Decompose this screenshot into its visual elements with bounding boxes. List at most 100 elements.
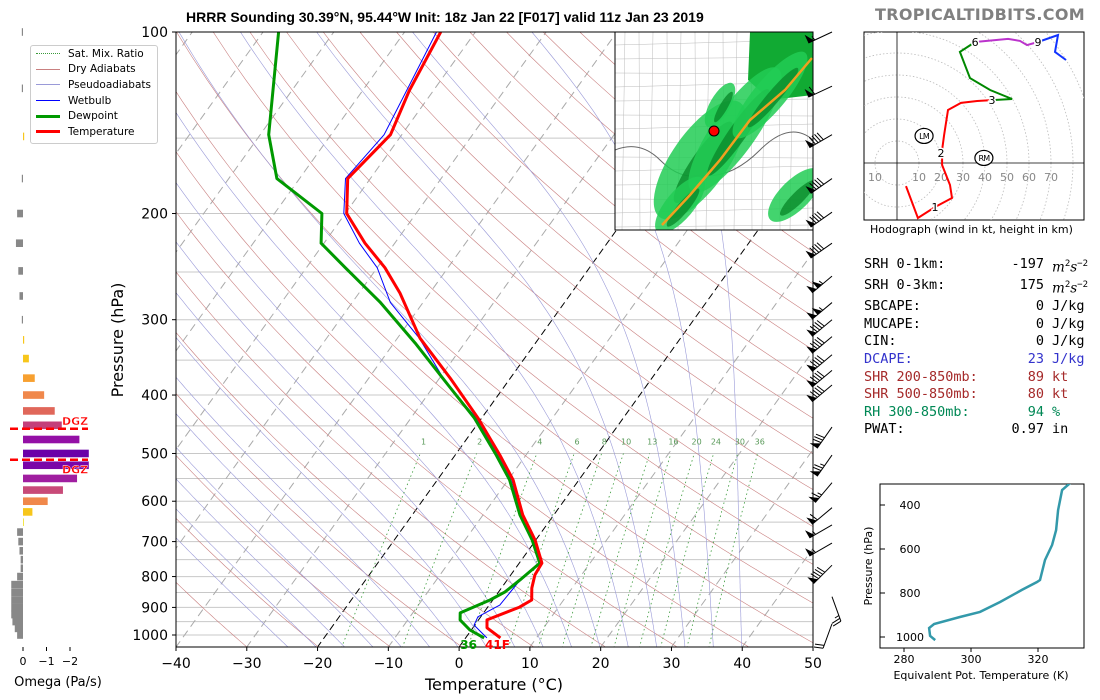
- stat-label: SHR 200-850mb:: [864, 368, 978, 385]
- dry-adiabat: [359, 32, 813, 419]
- wind-barb-full: [812, 359, 821, 366]
- skewt-axes: 1 2 4 6 8 10 13 16 20 24 30 36−40 −30 −20 −10 0 10 20 30 40…: [108, 25, 822, 694]
- dry-adiabat: [176, 211, 678, 647]
- y-tick-label: 600: [141, 494, 168, 510]
- stat-row: SHR 200-850mb: 89 kt: [864, 369, 1088, 387]
- hodograph-height-label: 3: [989, 94, 996, 107]
- omega-bar: [23, 461, 89, 470]
- stat-value: 0: [1035, 333, 1044, 350]
- omega-bar: [23, 474, 78, 483]
- stat-value: 0: [1035, 315, 1044, 332]
- legend-item: Dry Adiabats: [31, 62, 157, 78]
- map-county-line: [649, 32, 654, 230]
- omega-bar: [17, 528, 23, 536]
- omega-bar: [14, 624, 23, 633]
- omega-bar: [17, 631, 23, 639]
- storm-motion-label: LM: [919, 132, 930, 141]
- stat-unit: J/kg: [1052, 350, 1085, 367]
- legend-line-sample: [36, 130, 60, 134]
- theta-e-y-axis-label: Pressure (hPa): [862, 527, 875, 606]
- x-tick-label: 50: [804, 656, 822, 672]
- mixing-ratio-line: [538, 453, 602, 647]
- dry-adiabat: [176, 393, 463, 647]
- wind-barb-half: [811, 36, 816, 41]
- omega-axis-label: Omega (Pa/s): [14, 675, 102, 690]
- isotherm: [176, 32, 547, 550]
- pseudoadiabat: [531, 32, 714, 647]
- stat-label: PWAT:: [864, 421, 905, 438]
- omega-bar: [23, 486, 63, 494]
- stat-unit: J/kg: [1052, 315, 1085, 332]
- dry-adiabat: [176, 581, 248, 647]
- wind-barb-full: [816, 355, 825, 362]
- omega-bar: [23, 518, 24, 526]
- theta-e-x-tick-label: 280: [894, 653, 915, 666]
- omega-bar: [23, 435, 80, 444]
- x-tick-label: 0: [455, 656, 464, 672]
- mixing-ratio-line: [613, 453, 672, 647]
- dry-adiabat: [249, 32, 813, 527]
- pseudoadiabat: [176, 508, 317, 647]
- pseudoadiabat: [176, 241, 516, 647]
- omega-bar: [23, 421, 62, 430]
- wind-barb: [805, 242, 833, 259]
- wind-barb-full: [809, 325, 818, 333]
- pseudoadiabat: [176, 413, 402, 647]
- stat-row: SRH 0-3km: 175 m2s−2: [864, 277, 1088, 298]
- wind-barb-full: [814, 643, 825, 646]
- mixing-ratio-line: [708, 453, 758, 647]
- map-county-line: [638, 32, 641, 230]
- wind-barb-full: [812, 389, 821, 396]
- wind-barb-half: [820, 463, 825, 467]
- wind-barb: [813, 623, 833, 649]
- radar-echo-core: [779, 179, 813, 216]
- wind-barb: [806, 336, 833, 354]
- theta-e-y-tick-label: 600: [900, 543, 921, 556]
- pseudoadiabat: [176, 478, 345, 647]
- omega-bar: [23, 407, 55, 415]
- stat-value: 0: [1035, 298, 1044, 315]
- mixing-ratio-label: 30: [735, 438, 745, 447]
- wind-barb-full: [816, 566, 826, 573]
- stat-unit: kt: [1052, 368, 1069, 385]
- wind-barb-half: [818, 280, 824, 285]
- wind-barbs: [804, 31, 842, 649]
- legend-label: Sat. Mix. Ratio: [68, 47, 144, 60]
- hodograph-ring-label: 60: [1022, 171, 1036, 184]
- wind-barb-pennant: [806, 380, 817, 388]
- mixing-ratio-label: 24: [711, 438, 721, 447]
- wind-barb: [804, 31, 833, 44]
- dewpoint-profile: [267, 32, 542, 640]
- omega-bar: [17, 572, 23, 581]
- hodograph-ring-label: 50: [1000, 171, 1014, 184]
- mixing-ratio-line: [561, 453, 624, 647]
- skewt-frame: [175, 31, 814, 648]
- wind-barb-full: [814, 569, 824, 575]
- wind-barb-pennant: [809, 443, 821, 449]
- wind-barb: [805, 542, 833, 557]
- stat-row: PWAT: 0.97 in: [864, 421, 1088, 439]
- wind-barb-staff: [822, 623, 833, 649]
- hodograph-ring-label: 20: [934, 171, 948, 184]
- wind-barb-half: [834, 615, 840, 619]
- wind-barb-full: [816, 320, 825, 327]
- sounding-location-marker: [708, 125, 720, 137]
- wind-barb-pennant: [805, 250, 816, 259]
- omega-bar: [21, 315, 23, 324]
- hodograph-ring-label: 10: [912, 171, 926, 184]
- wind-barb-full: [812, 571, 821, 577]
- wind-barb-full: [809, 216, 817, 224]
- dry-adiabat: [506, 32, 813, 285]
- wind-barb-full: [816, 242, 825, 250]
- pseudoadiabat: [412, 32, 686, 647]
- mixing-ratio-line: [341, 453, 421, 647]
- mixing-ratio-label: 13: [647, 438, 657, 447]
- isotherm: [176, 32, 618, 647]
- wind-barb-full: [814, 436, 824, 441]
- theta-e-y-tick-label: 800: [900, 587, 921, 600]
- stat-label: SRH 0-3km:: [864, 277, 946, 294]
- mixing-ratio-label: 1: [421, 438, 426, 447]
- stat-unit: in: [1052, 421, 1069, 438]
- omega-bar: [21, 174, 23, 183]
- omega-bar: [11, 603, 23, 612]
